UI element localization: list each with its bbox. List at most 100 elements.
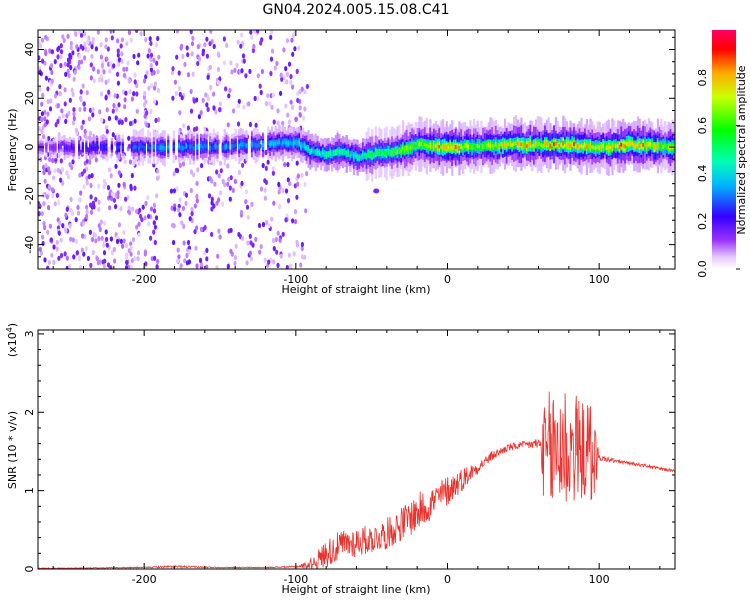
noise-dot (198, 56, 202, 62)
y-tick-label: 0 (23, 144, 36, 151)
noise-dot (97, 199, 101, 205)
band-segment (507, 142, 510, 146)
noise-dot (237, 98, 241, 105)
band-segment (387, 148, 390, 153)
noise-dot (131, 237, 136, 243)
noise-dot (43, 224, 47, 231)
band-segment (440, 145, 443, 149)
noise-dot (233, 255, 237, 261)
noise-dot (82, 101, 86, 107)
band-segment (181, 146, 184, 151)
noise-dot (119, 238, 123, 244)
noise-dot (102, 242, 106, 248)
noise-dot (149, 67, 153, 73)
noise-dot (246, 214, 250, 220)
band-segment (54, 145, 57, 150)
noise-dot (270, 104, 274, 110)
noise-dot (113, 258, 117, 264)
band-segment (604, 144, 607, 148)
noise-dot (205, 247, 209, 253)
colorbar-tick-label: 0.8 (696, 69, 709, 87)
band-segment (192, 146, 195, 151)
snr-series-line (38, 391, 675, 569)
noise-dot (276, 262, 280, 268)
band-segment (500, 141, 503, 147)
noise-dot (215, 169, 219, 175)
noise-dot (49, 98, 53, 104)
noise-dot (189, 88, 193, 95)
noise-dot (237, 231, 241, 238)
band-segment (156, 145, 159, 150)
noise-dot (144, 261, 148, 267)
noise-dot (269, 34, 273, 41)
noise-dot (298, 105, 302, 111)
band-segment (367, 151, 370, 157)
noise-dot (102, 263, 106, 269)
noise-dot (147, 213, 151, 219)
noise-dot (90, 53, 94, 59)
noise-dot (291, 84, 295, 90)
noise-dot (81, 119, 85, 125)
noise-dot (189, 169, 193, 175)
y-tick-label: 2 (23, 409, 36, 416)
band-segment (332, 151, 335, 155)
noise-dot (244, 189, 248, 195)
noise-dot (69, 45, 73, 51)
band-segment (520, 142, 523, 146)
noise-dot (74, 31, 78, 37)
noise-dot (114, 192, 118, 198)
noise-dot (285, 71, 289, 77)
noise-dot (253, 30, 257, 34)
noise-dot (284, 217, 288, 223)
noise-dot (210, 231, 214, 237)
band-segment (553, 142, 556, 147)
noise-dot (109, 236, 113, 242)
band-segment (591, 145, 594, 149)
band-segment (545, 142, 548, 146)
band-segment (394, 149, 397, 153)
noise-dot (58, 91, 62, 97)
noise-dot (55, 246, 59, 252)
noise-dot (208, 41, 212, 47)
band-segment (669, 145, 672, 150)
band-segment (554, 141, 558, 146)
noise-dot (156, 35, 160, 42)
noise-dot (249, 30, 253, 35)
noise-dot (172, 223, 176, 229)
noise-dot (110, 250, 114, 256)
noise-dot (295, 194, 299, 200)
noise-dot (270, 216, 274, 222)
noise-dot (250, 201, 254, 207)
band-segment (483, 142, 487, 148)
noise-dot (130, 258, 134, 264)
noise-dot (42, 164, 46, 171)
band-segment (527, 142, 530, 147)
noise-dot (124, 265, 129, 269)
noise-dot (203, 42, 207, 48)
noise-dot (123, 97, 127, 103)
band-segment (380, 151, 383, 155)
noise-dot (122, 238, 126, 244)
band-segment (216, 145, 219, 149)
noise-dot (299, 262, 303, 268)
noise-dot (96, 69, 100, 75)
band-segment (271, 140, 274, 146)
noise-dot (291, 218, 295, 224)
band-segment (209, 145, 212, 151)
band-segment (254, 142, 257, 148)
noise-dot (208, 175, 212, 181)
band-segment (276, 141, 279, 145)
band-segment (647, 142, 650, 147)
noise-dot (283, 162, 287, 168)
colorbar: 0.0 0.2 0.4 0.6 0.8 Normalized spectral ampl… (696, 30, 748, 278)
noise-dot (208, 64, 212, 70)
noise-dot (285, 79, 289, 85)
band-segment (67, 146, 70, 151)
noise-dot (116, 38, 120, 44)
noise-dot (259, 244, 263, 250)
noise-dot (96, 30, 100, 35)
noise-dot (77, 30, 81, 35)
noise-dot (107, 115, 111, 122)
noise-dot (85, 158, 89, 164)
band-segment (205, 144, 208, 148)
